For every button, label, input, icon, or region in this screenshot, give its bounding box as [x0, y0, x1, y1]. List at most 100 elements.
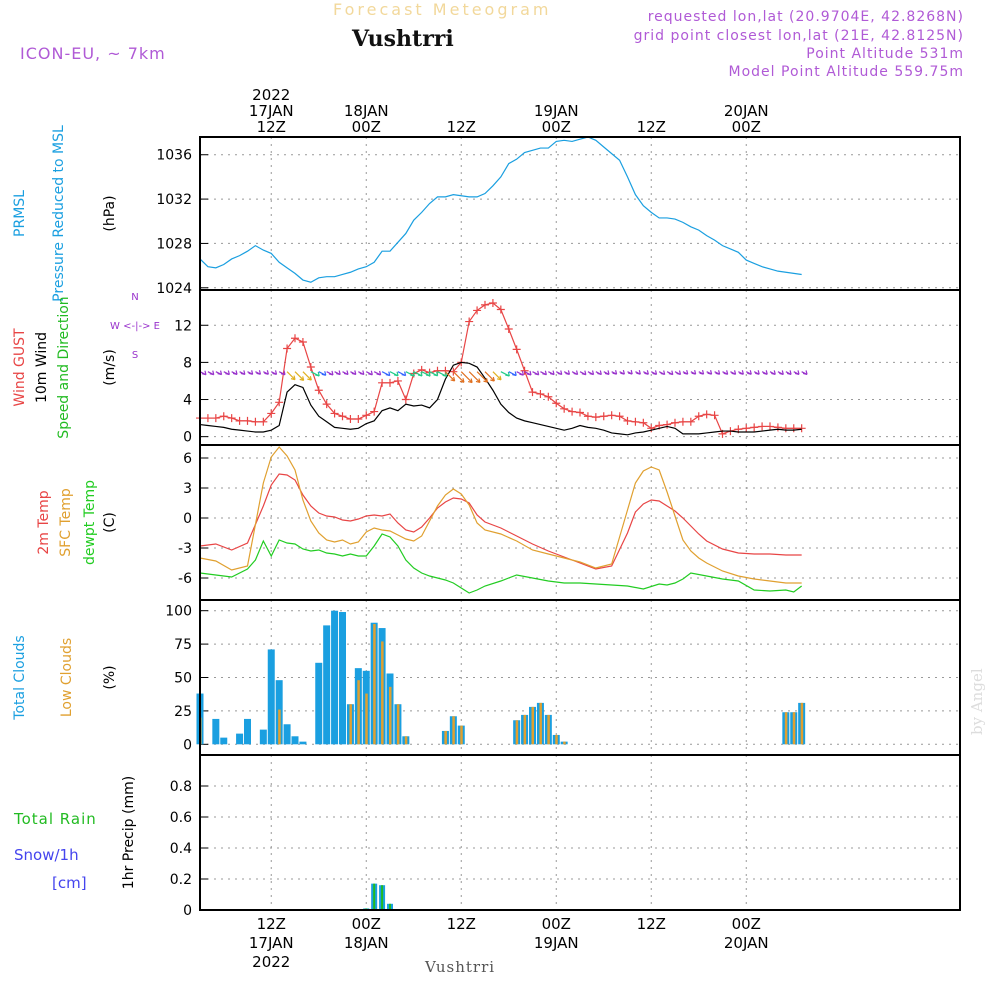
wind-arrow-head — [425, 371, 431, 377]
wind-arrow-head — [755, 370, 760, 375]
wind-axis-title-1: 10m Wind — [34, 332, 50, 403]
temp-axis-title-0: 2m Temp — [36, 490, 52, 554]
temperature-ytick-label: -6 — [178, 571, 192, 587]
pressure-ytick-label: 1024 — [156, 281, 192, 297]
gust-marker — [322, 400, 331, 409]
wind-arrow-head — [307, 375, 312, 381]
low-cloud-bar — [278, 709, 281, 745]
wind-arrow-head — [376, 370, 382, 376]
wind-arrow-head — [393, 371, 399, 377]
gust-marker — [346, 415, 355, 424]
station-title: Vushtrri — [352, 26, 454, 52]
wind-arrow-head — [201, 370, 207, 376]
wind-arrow-head — [739, 370, 744, 375]
gust-marker — [473, 306, 482, 315]
wind-arrow-head — [668, 370, 674, 376]
low-cloud-bar — [444, 730, 447, 745]
wind-arrow-head — [417, 371, 423, 377]
requested-location: requested lon,lat (20.9704E, 42.8268N) — [647, 9, 964, 25]
gust-marker — [552, 399, 561, 408]
total-cloud-bar — [259, 729, 267, 745]
wind-arrow-head — [707, 370, 713, 375]
temp-line-sfc — [199, 446, 802, 584]
bottom-time-label: 12Z — [637, 915, 666, 933]
gust-marker — [544, 392, 553, 401]
bottom-time-label: 2022 — [252, 953, 290, 971]
total-cloud-bar — [267, 649, 275, 745]
total-cloud-bar — [220, 737, 228, 745]
gust-marker — [267, 409, 276, 418]
wind-direction-arrow — [460, 371, 473, 383]
wind-arrow-head — [410, 371, 415, 377]
low-cloud-bar — [389, 686, 392, 745]
gust-marker — [362, 411, 371, 420]
gust-marker — [789, 424, 798, 433]
bottom-time-label: 12Z — [447, 915, 476, 933]
wind-arrow-head — [794, 370, 800, 375]
wind-arrow-head — [336, 370, 341, 376]
wind-arrow-head — [723, 370, 729, 375]
gust-marker — [568, 407, 577, 416]
wind-arrow-head — [385, 371, 391, 377]
low-cloud-bar — [381, 641, 384, 745]
top-time-label: 12Z — [257, 118, 286, 136]
low-cloud-bar — [539, 702, 542, 745]
wind-arrow-head — [519, 370, 525, 376]
gust-marker — [330, 409, 339, 418]
gust-marker — [694, 412, 703, 421]
precip-label-cm: [cm] — [52, 874, 87, 892]
temperature-unit-label: (C) — [102, 512, 118, 533]
wind-axis-title-0: Wind GUST — [12, 328, 28, 407]
wind-arrow-head — [628, 369, 633, 375]
wind-arrow-head — [644, 370, 649, 375]
wind-ytick-label: 12 — [174, 318, 192, 334]
gust-marker — [354, 415, 363, 424]
top-time-label: 00Z — [732, 118, 761, 136]
gust-marker — [338, 412, 347, 421]
precip-ytick-label: 0.2 — [170, 872, 192, 888]
gust-marker — [465, 317, 474, 326]
top-time-label: 20JAN — [724, 102, 769, 120]
bottom-time-label: 00Z — [732, 915, 761, 933]
gust-marker — [758, 422, 767, 431]
gust-marker — [203, 414, 212, 423]
wind-arrow-head — [652, 370, 658, 375]
rain-bar — [373, 883, 376, 910]
low-cloud-bar — [460, 725, 463, 745]
temperature-ytick-label: -3 — [178, 541, 192, 557]
gust-marker — [504, 324, 513, 333]
wind-arrow-head — [401, 371, 407, 377]
gust-marker — [520, 366, 529, 375]
low-cloud-bar — [357, 680, 360, 745]
wind-arrow-head — [763, 370, 768, 375]
bottom-time-label: 12Z — [257, 915, 286, 933]
wind-ytick-label: 8 — [183, 355, 192, 371]
wind-arrow-head — [490, 376, 495, 382]
wind-direction-arrow — [492, 371, 502, 381]
footer-station: Vushtrri — [425, 958, 496, 976]
low-cloud-bar — [365, 693, 368, 745]
wind-arrow-head — [683, 369, 689, 375]
precip-label-rain: Total Rain — [13, 810, 97, 828]
pressure-ytick-label: 1028 — [156, 236, 192, 252]
low-cloud-bar — [452, 716, 455, 745]
total-cloud-bar — [212, 718, 220, 745]
wind-arrow-head — [597, 370, 602, 376]
gust-marker — [710, 411, 719, 420]
wind-arrow-head — [699, 369, 705, 375]
low-cloud-bar — [349, 704, 352, 745]
wind-arrow-head — [467, 378, 473, 384]
wind-arrow-head — [660, 370, 666, 376]
wind-arrow-head — [636, 370, 641, 375]
pressure-axis-title-1: Pressure Reduced to MSL — [51, 125, 67, 302]
gust-line — [200, 302, 802, 435]
wind-direction-arrow — [452, 371, 465, 383]
wind-line — [199, 361, 802, 436]
temperature-ytick-label: 0 — [183, 511, 192, 527]
wind-direction-arrow — [476, 371, 488, 383]
gust-marker — [496, 305, 505, 314]
gust-marker — [386, 378, 394, 387]
wind-arrow-head — [240, 370, 246, 375]
wind-ytick-label: 4 — [183, 393, 192, 409]
